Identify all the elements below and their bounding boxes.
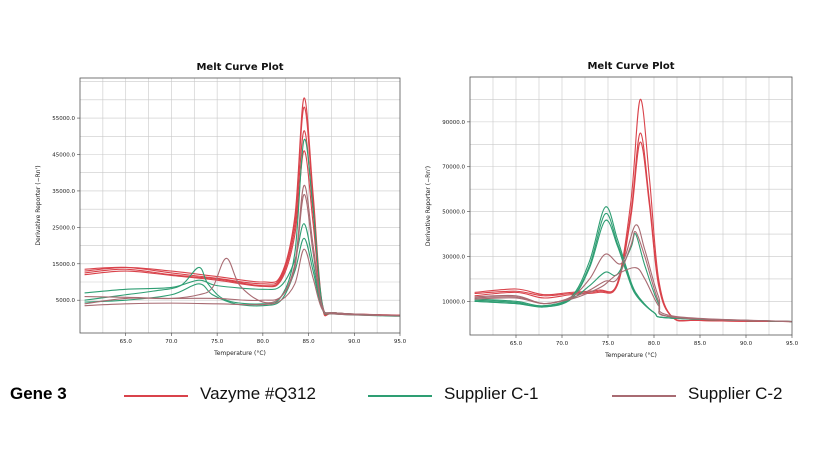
y-tick-label: 5000.0: [56, 298, 76, 304]
plot-border: [79, 77, 401, 334]
series-group: [474, 98, 793, 323]
chart-title-right: Melt Curve Plot: [587, 61, 674, 72]
legend-label-supplier-c2: Supplier C-2: [688, 384, 783, 403]
y-tick-label: 25000.0: [52, 225, 75, 231]
x-tick-label: 90.0: [348, 339, 361, 345]
y-tick-label: 10000.0: [442, 299, 465, 305]
y-tick-label: 50000.0: [442, 210, 465, 216]
x-tick-label: 80.0: [257, 339, 270, 345]
x-tick-label: 75.0: [211, 339, 224, 345]
x-axis-label: Temperature (°C): [213, 350, 266, 357]
x-tick-label: 85.0: [302, 339, 315, 345]
x-tick-label: 80.0: [648, 341, 661, 347]
y-tick-label: 35000.0: [52, 189, 75, 195]
melt-curve-plot-left-svg: Melt Curve Plot 65.0 70.0 75.0 80.0 85.0 90.0 9…: [35, 62, 407, 357]
series-line-supplier_c2-9: [84, 248, 401, 317]
x-tick-label: 90.0: [740, 341, 753, 347]
y-tick-label: 15000.0: [52, 262, 75, 268]
series-line-supplier_c2-8: [84, 194, 401, 317]
plot-border: [469, 76, 793, 336]
legend: Gene 3 Vazyme #Q312 Supplier C-1 Supplie…: [0, 378, 837, 414]
x-tick-label: 70.0: [556, 341, 569, 347]
melt-curve-chart-right: Melt Curve Plot 65.0 70.0 75.0 80.0 85.0 90.0 9…: [420, 52, 837, 372]
x-tick-label: 75.0: [602, 341, 615, 347]
x-tick-label: 65.0: [120, 339, 133, 345]
x-tick-label: 95.0: [394, 339, 407, 345]
legend-label-vazyme: Vazyme #Q312: [200, 384, 316, 403]
legend-swatch-supplier-c2: [612, 395, 676, 397]
legend-label-supplier-c1: Supplier C-1: [444, 384, 539, 403]
y-tick-label: 55000.0: [52, 116, 75, 122]
y-tick-label: 45000.0: [52, 153, 75, 159]
gene-label: Gene 3: [10, 384, 67, 403]
melt-curve-chart-left: Melt Curve Plot 65.0 70.0 75.0 80.0 85.0 90.0 9…: [0, 52, 420, 372]
melt-curve-plot-right-svg: Melt Curve Plot 65.0 70.0 75.0 80.0 85.0 90.0 9…: [425, 61, 799, 359]
y-axis-label: Derivative Reporter (−Rn'): [425, 166, 432, 246]
y-tick-label: 90000.0: [442, 120, 465, 126]
y-axis-label: Derivative Reporter (−Rn'): [35, 165, 42, 245]
y-tick-label: 30000.0: [442, 254, 465, 260]
series-line-supplier_c1-5: [474, 219, 793, 323]
legend-swatch-vazyme: [124, 395, 188, 397]
y-tick-label: 70000.0: [442, 165, 465, 171]
x-axis-label: Temperature (°C): [604, 352, 657, 359]
x-tick-label: 65.0: [510, 341, 523, 347]
legend-swatch-supplier-c1: [368, 395, 432, 397]
x-tick-label: 85.0: [694, 341, 707, 347]
series-group: [84, 97, 401, 317]
x-tick-label: 70.0: [165, 339, 178, 345]
series-line-supplier_c2-9: [474, 267, 793, 323]
x-tick-label: 95.0: [786, 341, 799, 347]
chart-title-left: Melt Curve Plot: [196, 62, 283, 73]
